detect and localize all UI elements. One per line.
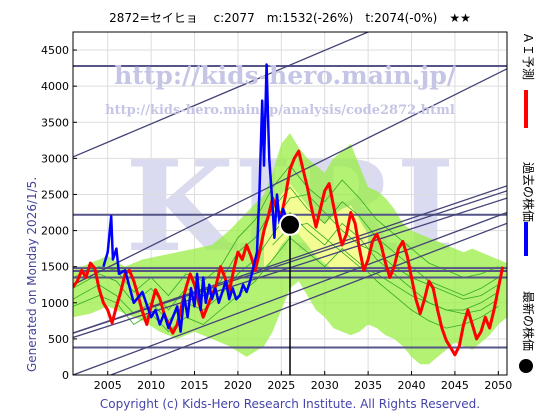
y-axis: 0 500 1000 1500 2000 2500 3000 3500 4000 4500 (41, 44, 77, 382)
x-tick-label: 2025 (267, 379, 295, 392)
series (73, 63, 505, 357)
y-tick-label: 0 (62, 369, 69, 382)
x-axis: 2005 2010 2015 2020 2025 2030 2035 2040 2045 2050 (94, 371, 512, 392)
series-forecast-line (73, 149, 505, 357)
x-tick-label: 2010 (137, 379, 165, 392)
x-tick-label: 2030 (311, 379, 339, 392)
legend-latest-label: 最新の株価 (521, 291, 536, 351)
chart-title: 2872=セイヒョ c:2077 m:1532(-26%) t:2074(-0%… (109, 11, 471, 25)
x-tick-label: 2015 (181, 379, 209, 392)
watermark-url-main: http://kids-hero.main.jp/ (114, 61, 457, 90)
legend-latest-swatch (519, 359, 533, 373)
x-tick-label: 2005 (94, 379, 122, 392)
y-tick-label: 500 (48, 333, 69, 346)
latest-price-point (279, 213, 301, 236)
series-past-line (102, 63, 292, 333)
y-tick-label: 2500 (41, 188, 69, 201)
copyright-text: Copyright (c) Kids-Hero Research Institu… (100, 397, 480, 411)
y-tick-label: 2000 (41, 225, 69, 238)
legend-forecast-label: ＡＩ予測 (521, 32, 535, 80)
generated-date: Generated on Monday 2026/1/5. (25, 177, 39, 372)
x-tick-label: 2020 (224, 379, 252, 392)
legend-past-label: 過去の株価 (521, 162, 536, 222)
y-tick-label: 4000 (41, 80, 69, 93)
markers (279, 213, 301, 375)
legend: ＡＩ予測 過去の株価 最新の株価 (519, 32, 536, 373)
x-tick-label: 2040 (398, 379, 426, 392)
y-tick-label: 4500 (41, 44, 69, 57)
x-tick-label: 2035 (354, 379, 382, 392)
x-tick-label: 2045 (441, 379, 469, 392)
x-tick-label: 2050 (484, 379, 512, 392)
y-tick-label: 1500 (41, 261, 69, 274)
plot-frame (72, 31, 508, 376)
band-line (272, 222, 499, 315)
y-tick-label: 3000 (41, 152, 69, 165)
trend-line (73, 32, 369, 158)
watermark-url-sub: http://kids-hero.main.jp/analysis/code28… (105, 103, 455, 118)
y-tick-label: 3500 (41, 116, 69, 129)
y-tick-label: 1000 (41, 297, 69, 310)
